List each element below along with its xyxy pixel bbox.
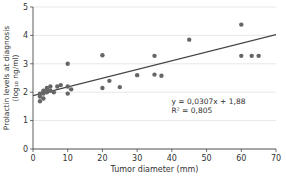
tick-x	[276, 149, 277, 152]
grid-line-y	[33, 35, 276, 36]
tick-y	[30, 92, 33, 93]
grid-line-y	[33, 149, 276, 150]
plot-area	[33, 22, 276, 103]
tick-y	[30, 63, 33, 64]
tick-x	[171, 149, 172, 152]
tick-x	[206, 149, 207, 152]
scatter-point	[118, 85, 122, 89]
tick-label-x: 20	[97, 154, 107, 163]
scatter-point	[159, 74, 163, 78]
axis-y	[33, 7, 34, 149]
tick-label-x: 30	[132, 154, 142, 163]
grid-line-y	[33, 120, 276, 121]
scatter-point	[48, 84, 52, 88]
scatter-point	[38, 99, 42, 103]
scatter-point	[239, 22, 243, 26]
tick-y	[30, 120, 33, 121]
y-label-line: (log₁₀ ng/ml)	[11, 54, 20, 101]
tick-label-x: 0	[30, 154, 35, 163]
regression-line	[33, 35, 276, 96]
annotation-line: R² = 0,805	[172, 106, 213, 115]
scatter-point	[107, 79, 111, 83]
scatter-point	[59, 83, 63, 87]
scatter-point	[69, 87, 73, 91]
annotation-line: y = 0,0307x + 1,88	[172, 97, 246, 106]
chart: 012345010203040506070y = 0,0307x + 1,88R…	[0, 0, 286, 176]
scatter-point	[152, 54, 156, 58]
tick-x	[67, 149, 68, 152]
scatter-point	[66, 84, 70, 88]
y-label-line: Prolactin levels at diagnosis	[2, 26, 11, 130]
scatter-point	[239, 54, 243, 58]
scatter-point	[100, 53, 104, 57]
scatter-point	[187, 37, 191, 41]
tick-label-y: 0	[23, 145, 28, 154]
tick-y	[30, 7, 33, 8]
tick-label-x: 50	[201, 154, 211, 163]
tick-label-x: 10	[63, 154, 73, 163]
tick-x	[102, 149, 103, 152]
tick-label-y: 1	[23, 116, 28, 125]
tick-label-y: 3	[23, 60, 28, 69]
tick-label-x: 40	[167, 154, 177, 163]
scatter-point	[256, 54, 260, 58]
tick-y	[30, 35, 33, 36]
scatter-point	[52, 90, 56, 94]
tick-x	[137, 149, 138, 152]
scatter-point	[66, 91, 70, 95]
tick-label-y: 4	[23, 31, 28, 40]
annotation: y = 0,0307x + 1,88R² = 0,805	[172, 97, 246, 115]
tick-label-y: 2	[23, 88, 28, 97]
tick-x	[241, 149, 242, 152]
scatter-point	[135, 73, 139, 77]
tick-label-x: 60	[236, 154, 246, 163]
tick-x	[33, 149, 34, 152]
scatter-point	[250, 54, 254, 58]
grid-line-y	[33, 7, 276, 8]
tick-label-y: 5	[23, 3, 28, 12]
scatter-point	[152, 72, 156, 76]
scatter-point	[66, 62, 70, 66]
scatter-point	[100, 86, 104, 90]
x-label: Tumor diameter (mm)	[110, 165, 199, 174]
axis-x	[33, 149, 276, 150]
y-label: Prolactin levels at diagnosis(log₁₀ ng/m…	[2, 26, 20, 130]
tick-y	[30, 149, 33, 150]
tick-label-x: 70	[271, 154, 281, 163]
scatter-point	[41, 96, 45, 100]
